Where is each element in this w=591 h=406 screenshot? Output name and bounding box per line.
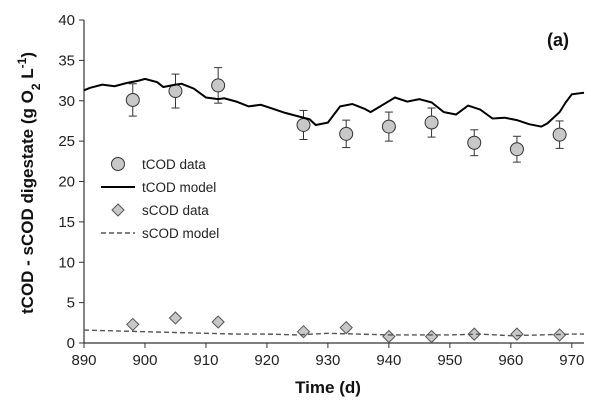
data-point bbox=[381, 119, 396, 134]
data-point bbox=[126, 317, 140, 332]
data-point bbox=[339, 126, 354, 141]
data-point bbox=[211, 78, 226, 93]
x-tick-label: 920 bbox=[254, 352, 279, 369]
data-point bbox=[552, 127, 567, 142]
x-tick-label: 890 bbox=[71, 352, 96, 369]
y-tick-label: 35 bbox=[58, 52, 75, 69]
y-tick-label: 0 bbox=[67, 335, 75, 352]
data-point bbox=[467, 135, 482, 150]
data-point bbox=[509, 142, 524, 157]
series-line bbox=[83, 329, 584, 337]
y-tick-label: 20 bbox=[58, 174, 75, 191]
data-point bbox=[467, 327, 481, 341]
data-point bbox=[125, 92, 140, 107]
legend-label: tCOD model bbox=[142, 180, 216, 195]
x-axis-title: Time (d) bbox=[295, 378, 361, 397]
x-tick-label: 970 bbox=[559, 352, 584, 369]
data-point bbox=[382, 329, 396, 344]
x-tick-label: 900 bbox=[132, 352, 157, 369]
axes bbox=[79, 19, 584, 348]
data-point bbox=[339, 320, 353, 335]
legend: tCOD data tCOD model sCOD data sCOD model bbox=[101, 157, 219, 241]
series-tcod-data bbox=[125, 67, 567, 163]
panel-label: (a) bbox=[547, 30, 569, 50]
y-tick-label: 10 bbox=[58, 254, 75, 271]
series-tcod-model bbox=[83, 77, 585, 128]
y-tick-label: 30 bbox=[58, 93, 75, 110]
y-tick-label: 15 bbox=[58, 214, 75, 231]
y-axis-title: tCOD - sCOD digestate (g O2 L-1) bbox=[15, 52, 43, 314]
series-line bbox=[83, 77, 585, 128]
x-tick-label: 960 bbox=[498, 352, 523, 369]
data-point bbox=[211, 315, 225, 329]
data-point bbox=[424, 115, 439, 130]
y-tick-label: 5 bbox=[67, 295, 75, 312]
legend-label: tCOD data bbox=[142, 157, 206, 172]
x-tick-label: 940 bbox=[376, 352, 401, 369]
legend-swatch-circle bbox=[111, 157, 125, 171]
series-layer bbox=[83, 67, 585, 344]
data-point bbox=[510, 327, 524, 341]
legend-swatch-diamond bbox=[111, 203, 125, 217]
data-point bbox=[424, 329, 439, 344]
data-point bbox=[296, 117, 311, 132]
series-scod-model bbox=[83, 329, 584, 337]
data-point bbox=[168, 311, 183, 325]
series-scod-data bbox=[126, 311, 567, 344]
tick-labels: 890 900 910 920 930 940 950 960 970 0 5 10 15 20 25 30 3… bbox=[58, 12, 584, 369]
x-tick-label: 910 bbox=[193, 352, 218, 369]
data-point bbox=[296, 324, 311, 339]
y-tick-label: 40 bbox=[58, 12, 75, 29]
x-tick-label: 930 bbox=[315, 352, 340, 369]
legend-label: sCOD model bbox=[142, 226, 219, 241]
legend-label: sCOD data bbox=[142, 203, 209, 218]
x-tick-label: 950 bbox=[437, 352, 462, 369]
y-tick-label: 25 bbox=[58, 133, 75, 150]
